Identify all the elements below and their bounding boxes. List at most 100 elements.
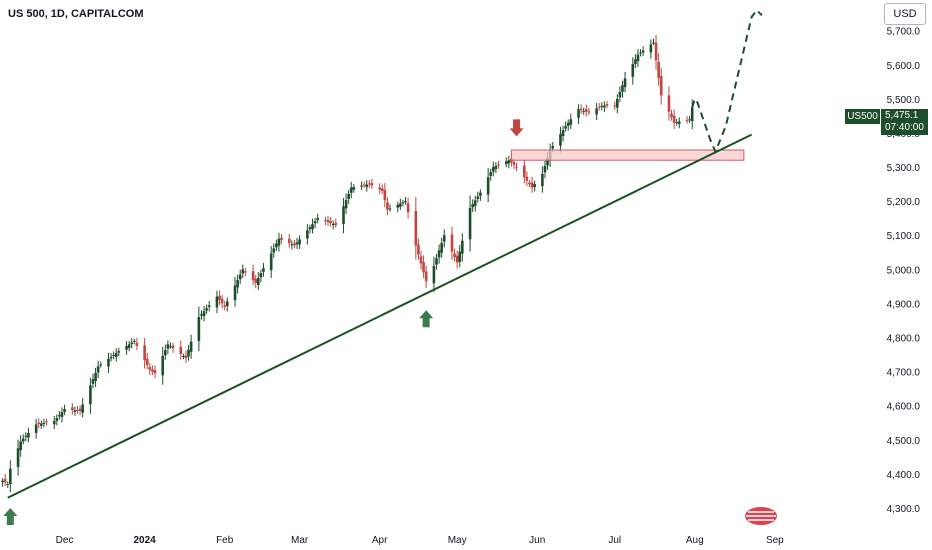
- candle-body: [342, 206, 345, 224]
- candle-body: [45, 421, 48, 423]
- candle-body: [672, 115, 676, 123]
- y-tick-label: 5,600.0: [887, 61, 921, 72]
- candle-body: [96, 366, 100, 373]
- candle-body: [399, 203, 402, 207]
- candle-body: [153, 370, 157, 374]
- price-tag: 5,475.1 07:40:00: [881, 109, 928, 135]
- candle-body: [161, 355, 165, 376]
- y-tick-label: 4,900.0: [887, 299, 921, 310]
- candle-body: [143, 345, 146, 361]
- trend-line: [7, 133, 753, 499]
- candle-body: [241, 269, 245, 274]
- candle-body: [130, 342, 134, 344]
- candle-body: [184, 355, 188, 358]
- candle-body: [486, 177, 490, 195]
- candle-body: [202, 311, 206, 317]
- x-tick-label: Jun: [529, 535, 545, 546]
- candle-body: [453, 253, 456, 258]
- y-tick-label: 4,600.0: [887, 402, 921, 413]
- y-tick-label: 4,300.0: [887, 504, 921, 515]
- candle-body: [293, 243, 296, 246]
- candle-body: [256, 278, 260, 285]
- candle-body: [639, 52, 642, 54]
- candle-body: [91, 379, 95, 384]
- candle-body: [308, 227, 312, 230]
- candle-body: [595, 108, 598, 115]
- candle-body: [233, 285, 237, 301]
- candle-body: [21, 438, 25, 442]
- x-tick-label: 2024: [134, 535, 157, 546]
- y-tick-label: 5,700.0: [887, 27, 921, 38]
- candle-body: [251, 271, 255, 281]
- candle-body: [37, 422, 41, 424]
- candle-body: [55, 418, 59, 421]
- candle-body: [352, 187, 356, 190]
- y-tick-label: 5,100.0: [887, 231, 921, 242]
- y-tick-label: 4,400.0: [887, 470, 921, 481]
- x-tick-label: Apr: [372, 535, 388, 546]
- symbol-label: US500: [845, 109, 880, 124]
- candles-group: [1, 34, 694, 493]
- candle-body: [471, 204, 474, 208]
- candle-body: [42, 422, 46, 424]
- candle-body: [189, 341, 193, 352]
- x-tick-label: Jul: [608, 535, 621, 546]
- candle-body: [396, 204, 400, 208]
- candle-body: [569, 119, 573, 125]
- candle-body: [360, 185, 363, 187]
- candle-body: [383, 190, 387, 201]
- candle-body: [667, 95, 671, 112]
- candle-body: [652, 42, 655, 44]
- candle-body: [89, 385, 92, 405]
- currency-button[interactable]: USD: [884, 3, 926, 25]
- candle-body: [238, 274, 242, 280]
- candle-body: [603, 105, 606, 108]
- candle-body: [290, 244, 294, 246]
- candle-body: [564, 126, 567, 129]
- candle-body: [324, 220, 327, 222]
- candle-body: [401, 202, 405, 204]
- candle-body: [326, 220, 330, 223]
- candle-body: [378, 187, 381, 190]
- candle-body: [406, 203, 410, 213]
- projection-path: [691, 8, 763, 155]
- candle-body: [600, 105, 604, 107]
- candle-body: [109, 356, 113, 359]
- candle-body: [649, 44, 653, 53]
- candle-body: [690, 107, 694, 122]
- candle-body: [34, 424, 38, 433]
- candle-body: [388, 208, 392, 210]
- candle-body: [507, 160, 511, 164]
- candle-body: [365, 184, 369, 188]
- candle-body: [164, 350, 167, 356]
- candle-body: [329, 221, 332, 224]
- up-arrow: [3, 507, 18, 525]
- candle-body: [171, 345, 175, 349]
- x-tick-label: Aug: [686, 535, 704, 546]
- candle-body: [533, 184, 536, 188]
- candle-body: [621, 85, 624, 92]
- candle-body: [525, 176, 529, 181]
- candle-body: [546, 157, 549, 166]
- x-tick-label: May: [448, 535, 467, 546]
- candle-body: [504, 161, 508, 165]
- candle-body: [73, 410, 77, 412]
- candle-body: [450, 234, 454, 252]
- candle-body: [613, 105, 617, 107]
- y-tick-label: 5,300.0: [887, 163, 921, 174]
- candle-body: [615, 98, 619, 108]
- candle-body: [40, 423, 43, 426]
- candle-body: [476, 196, 480, 199]
- candle-body: [528, 182, 531, 185]
- candle-body: [306, 230, 309, 239]
- candle-body: [58, 415, 61, 417]
- candle-body: [551, 146, 555, 149]
- candle-body: [492, 167, 495, 172]
- candle-body: [76, 409, 79, 411]
- candle-body: [205, 308, 208, 311]
- candle-body: [269, 253, 273, 271]
- candle-body: [634, 59, 637, 64]
- candle-body: [461, 240, 464, 254]
- tradingview-logo[interactable]: [744, 506, 778, 526]
